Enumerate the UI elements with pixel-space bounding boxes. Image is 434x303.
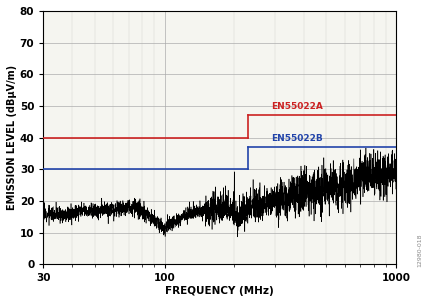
X-axis label: FREQUENCY (MHz): FREQUENCY (MHz) — [165, 286, 273, 296]
Text: EN55022A: EN55022A — [271, 102, 323, 111]
Text: 12980-018: 12980-018 — [416, 233, 421, 267]
Text: EN55022B: EN55022B — [271, 134, 322, 143]
Y-axis label: EMISSION LEVEL (dBµV/m): EMISSION LEVEL (dBµV/m) — [7, 65, 17, 210]
